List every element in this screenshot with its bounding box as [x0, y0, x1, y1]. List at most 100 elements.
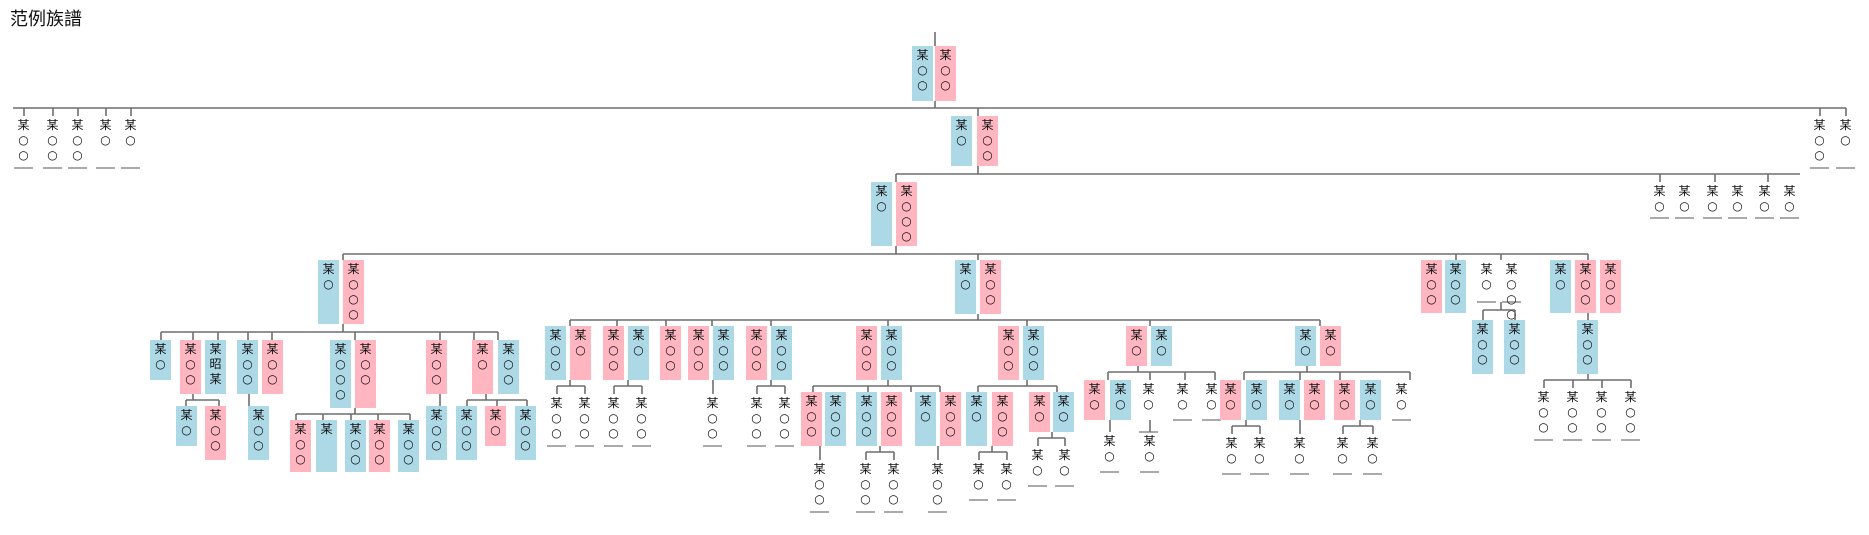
person-node: 某○ [966, 392, 987, 446]
surname-glyph: 某 [750, 328, 762, 342]
name-placeholder-glyph: ○ [575, 343, 585, 357]
name-placeholder-glyph: ○ [431, 372, 441, 386]
name-placeholder-glyph: ○ [1477, 352, 1487, 366]
person-node: 某○ [1836, 118, 1855, 169]
name-placeholder-glyph: ○ [693, 343, 703, 357]
person-node: 某○ [1320, 326, 1341, 366]
surname-glyph: 某 [71, 118, 83, 132]
name-placeholder-glyph: ○ [751, 358, 761, 372]
person-node: 某○○ [660, 326, 681, 380]
surname-glyph: 某 [322, 262, 334, 276]
person-node: 某○○ [14, 118, 33, 169]
name-placeholder-glyph: ○ [608, 426, 618, 440]
surname-glyph: 某 [1299, 328, 1311, 342]
person-node: 某○○ [575, 396, 594, 447]
person-node: 某○○ [771, 326, 792, 380]
person-node: 某○○ [248, 406, 269, 460]
name-placeholder-glyph: ○ [348, 277, 358, 291]
surname-glyph: 某 [1813, 118, 1825, 132]
person-node: 某○○ [369, 420, 390, 472]
name-placeholder-glyph: ○ [888, 477, 898, 491]
person-node: 某○○ [398, 420, 419, 472]
name-placeholder-glyph: ○ [886, 343, 896, 357]
person-node: 某○○ [43, 118, 62, 169]
surname-glyph: 某 [519, 408, 531, 422]
name-placeholder-glyph: ○ [886, 409, 896, 423]
person-node: 某○ [121, 118, 140, 169]
name-placeholder-glyph: ○ [861, 409, 871, 423]
person-node: 某○○○ [343, 260, 364, 324]
surname-glyph: 某 [775, 328, 787, 342]
surname-glyph: 某 [1250, 382, 1262, 396]
surname-glyph: 某 [252, 408, 264, 422]
surname-glyph: 某 [209, 408, 221, 422]
surname-glyph: 某 [1839, 118, 1851, 132]
person-node: 某○ [1392, 382, 1411, 421]
surname-glyph: 某 [1579, 262, 1591, 276]
person-node: 某○ [1029, 392, 1050, 432]
surname-glyph: 某 [1155, 328, 1167, 342]
name-placeholder-glyph: ○ [1538, 420, 1548, 434]
name-placeholder-glyph: ○ [1294, 451, 1304, 465]
name-placeholder-glyph: ○ [350, 437, 360, 451]
person-node: 某○○ [992, 392, 1013, 446]
person-node: 某○○ [355, 340, 376, 408]
name-placeholder-glyph: ○ [295, 437, 305, 451]
name-placeholder-glyph: ○ [335, 387, 345, 401]
name-placeholder-glyph: ○ [335, 372, 345, 386]
name-placeholder-glyph: ○ [982, 148, 992, 162]
name-placeholder-glyph: ○ [210, 423, 220, 437]
name-placeholder-glyph: ○ [1028, 343, 1038, 357]
person-node: 某○ [1246, 380, 1267, 420]
person-node: 某○○ [940, 392, 961, 446]
surname-glyph: 某 [1678, 184, 1690, 198]
person-node: 某○ [997, 462, 1016, 501]
surname-glyph: 某 [294, 422, 306, 436]
surname-glyph: 某 [813, 462, 825, 476]
name-placeholder-glyph: ○ [608, 358, 618, 372]
name-placeholder-glyph: ○ [1538, 405, 1548, 419]
surname-glyph: 某 [860, 394, 872, 408]
person-node: 某○ [1360, 380, 1381, 420]
person-node: 某○○ [515, 406, 536, 460]
name-placeholder-glyph: ○ [985, 277, 995, 291]
surname-glyph: 某 [750, 396, 762, 410]
name-placeholder-glyph: ○ [1396, 397, 1406, 411]
name-placeholder-glyph: ○ [718, 358, 728, 372]
name-placeholder-glyph: ○ [1732, 199, 1742, 213]
name-placeholder-glyph: ○ [1840, 133, 1850, 147]
person-node: 某○○ [547, 396, 566, 447]
name-placeholder-glyph: ○ [1654, 199, 1664, 213]
person-node: 某○ [1140, 434, 1159, 473]
surname-glyph: 某 [1058, 448, 1070, 462]
name-placeholder-glyph: ○ [960, 277, 970, 291]
person-node: 某○ [1173, 382, 1192, 421]
person-node: 某○○ [604, 396, 623, 447]
surname-glyph: 某 [1480, 262, 1492, 276]
name-placeholder-glyph: ○ [932, 492, 942, 506]
person-node: 某○ [1333, 436, 1352, 475]
surname-glyph: 某 [1142, 382, 1154, 396]
name-placeholder-glyph: ○ [1605, 292, 1615, 306]
name-placeholder-glyph: ○ [985, 292, 995, 306]
name-placeholder-glyph: ○ [707, 411, 717, 425]
person-node: 某○○ [345, 420, 366, 472]
surname-glyph: 某 [359, 342, 371, 356]
person-node: 某○○ [928, 462, 947, 513]
name-placeholder-glyph: ○ [1567, 420, 1577, 434]
name-placeholder-glyph: ○ [1206, 397, 1216, 411]
name-placeholder-glyph: ○ [1058, 409, 1068, 423]
surname-glyph: 某 [180, 408, 192, 422]
surname-glyph: 某 [266, 342, 278, 356]
name-placeholder-glyph: ○ [707, 426, 717, 440]
person-node: 某○ [1222, 436, 1241, 475]
person-node: 某○○ [205, 406, 226, 460]
surname-glyph: 某 [970, 394, 982, 408]
name-placeholder-glyph: ○ [917, 78, 927, 92]
person-node: 某○○ [1575, 260, 1596, 313]
name-placeholder-glyph: ○ [876, 199, 886, 213]
name-placeholder-glyph: ○ [751, 343, 761, 357]
surname-glyph: 某 [460, 408, 472, 422]
surname-glyph: 某 [885, 394, 897, 408]
surname-glyph: 某 [875, 184, 887, 198]
